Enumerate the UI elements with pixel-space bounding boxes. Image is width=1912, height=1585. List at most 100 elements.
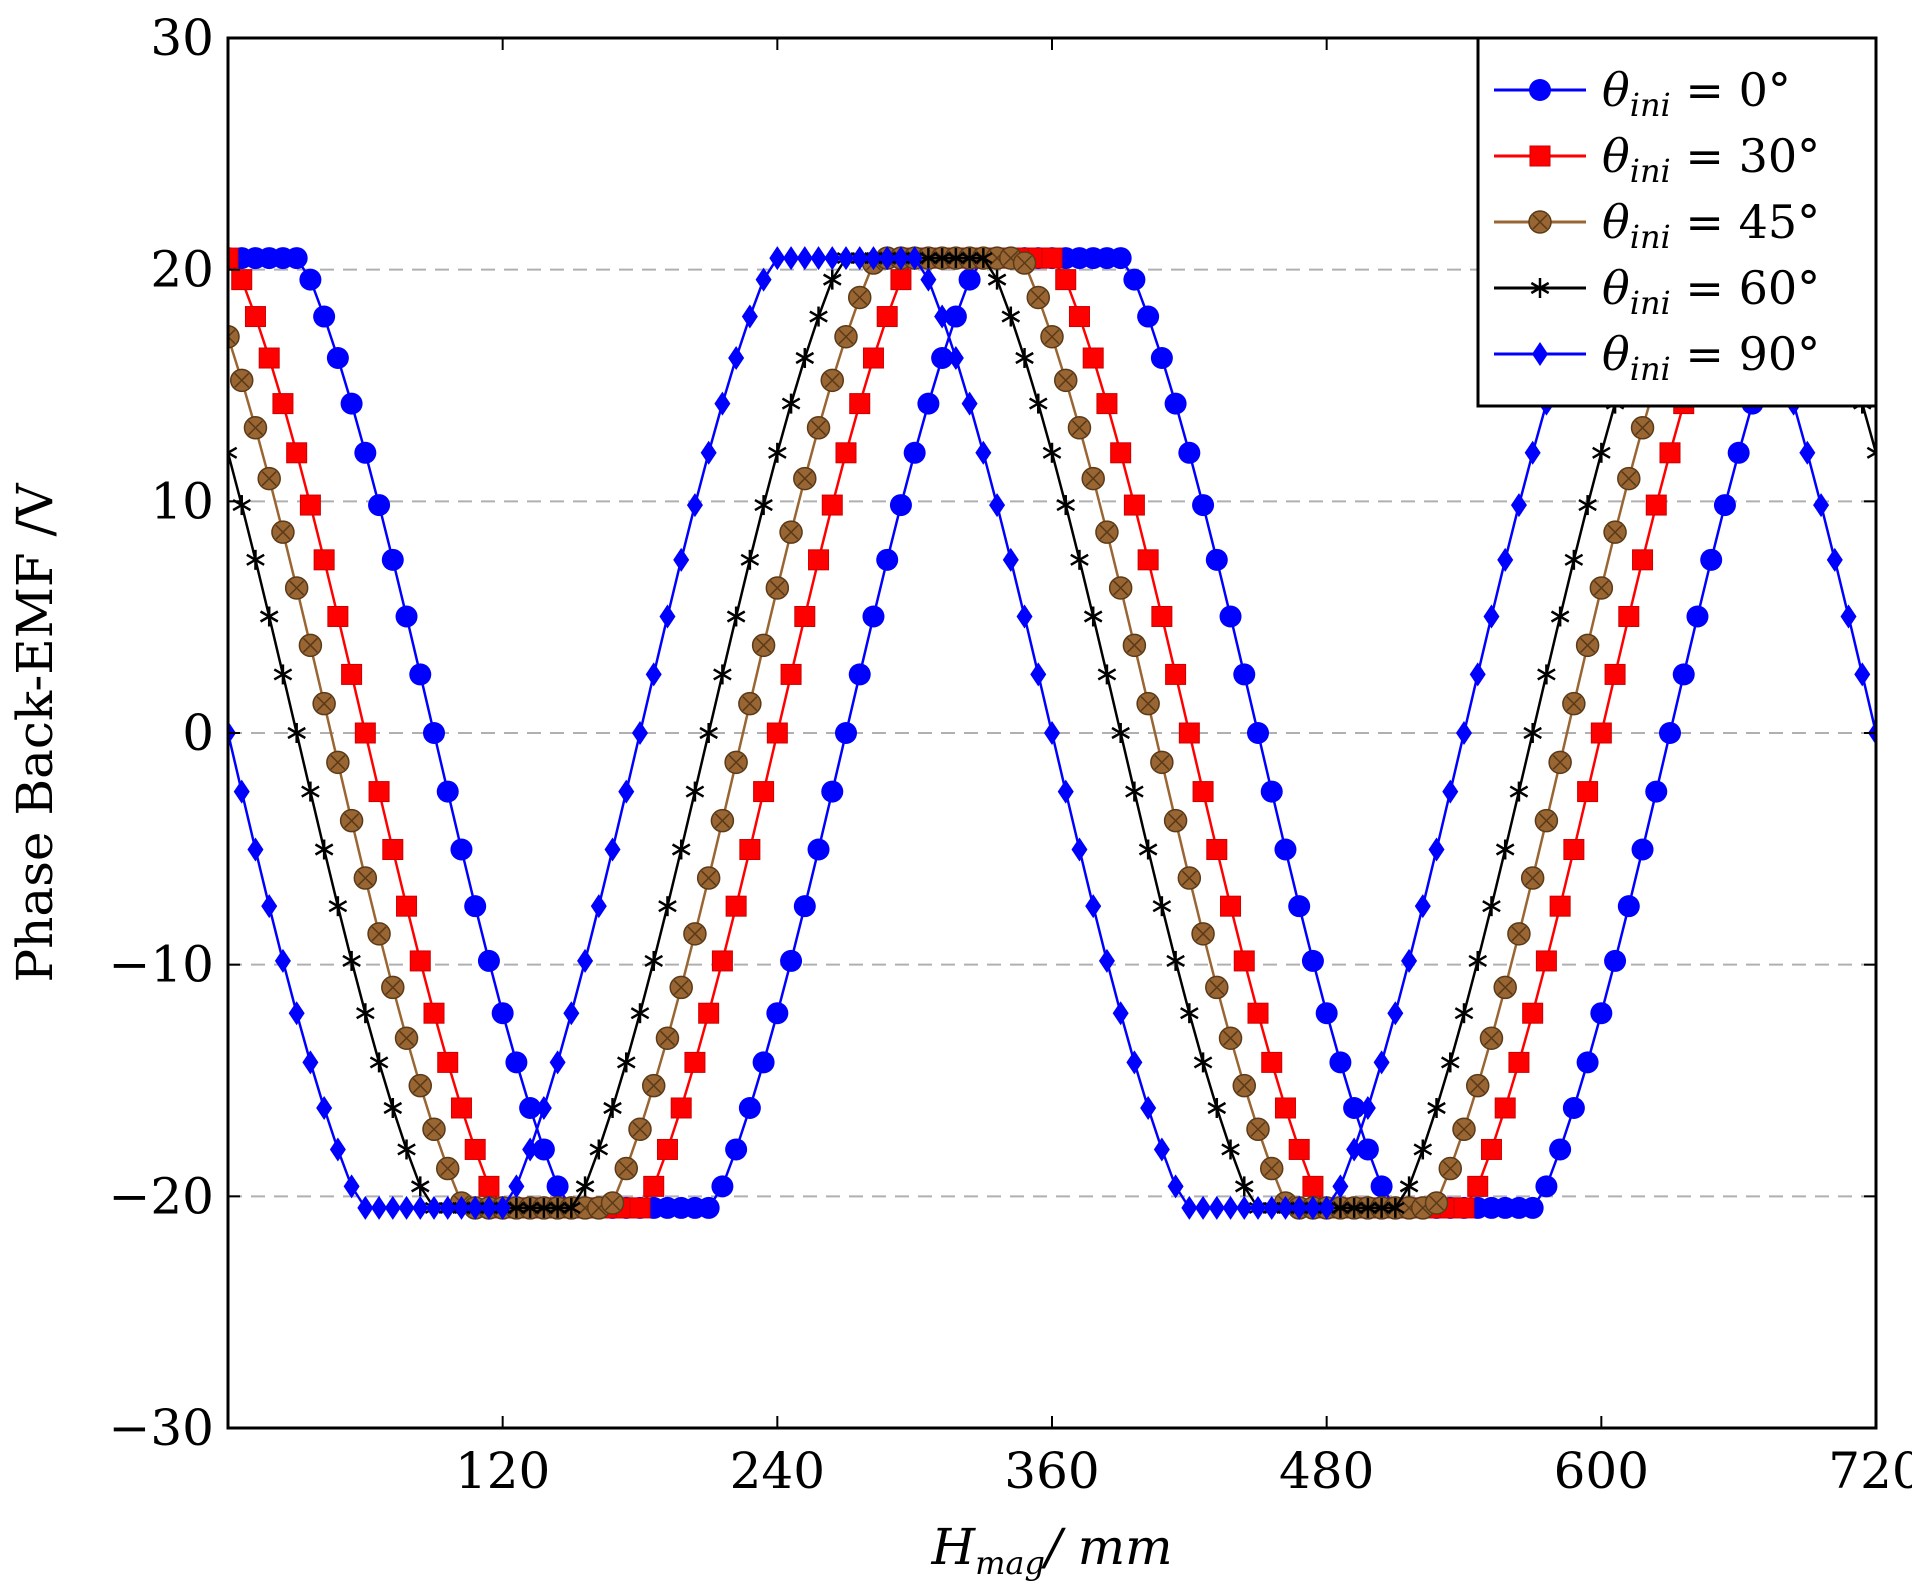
star-stroke: [328, 900, 348, 913]
data-point: [397, 1139, 416, 1160]
data-point: [409, 950, 431, 972]
otimes-cross: [261, 471, 277, 487]
data-point: [1233, 950, 1255, 972]
data-point: [288, 1001, 305, 1026]
data-point: [535, 1095, 552, 1120]
data-point: [947, 346, 964, 371]
star-stroke: [1578, 498, 1597, 512]
data-point: [1578, 495, 1597, 516]
data-point: [1549, 1138, 1572, 1161]
data-point: [1618, 605, 1640, 627]
data-point: [848, 663, 871, 686]
data-point: [780, 949, 803, 972]
data-point: [641, 1073, 666, 1098]
data-point: [1592, 442, 1611, 463]
legend-label-rest: = 90°: [1671, 327, 1820, 381]
data-point: [1440, 1052, 1460, 1073]
legend-marker: [1530, 278, 1550, 298]
data-point: [435, 1156, 460, 1181]
star-stroke: [1386, 1201, 1405, 1214]
otimes-cross: [632, 1121, 648, 1137]
star-stroke: [1180, 1007, 1199, 1020]
data-point: [546, 1175, 569, 1198]
star-stroke: [1440, 1056, 1460, 1069]
otimes-cross: [289, 580, 305, 596]
data-point: [426, 1195, 442, 1220]
data-point: [1866, 442, 1876, 463]
star-stroke: [1530, 281, 1550, 295]
data-point: [862, 347, 884, 369]
data-point: [889, 494, 912, 517]
data-point: [1288, 1138, 1310, 1160]
data-point: [794, 605, 816, 627]
data-point: [696, 866, 721, 890]
star-stroke: [1056, 498, 1076, 512]
data-point: [343, 1174, 360, 1199]
star-stroke: [383, 1101, 403, 1115]
otimes-cross: [440, 1160, 456, 1177]
data-point: [273, 664, 293, 685]
star-stroke: [1550, 610, 1570, 623]
data-point: [1109, 247, 1132, 270]
otimes-cross: [659, 1030, 675, 1046]
data-point: [1207, 1097, 1227, 1118]
data-point: [824, 246, 841, 271]
otimes-cross: [371, 926, 387, 942]
data-point: [1150, 750, 1174, 775]
data-point: [1343, 1096, 1366, 1119]
data-point: [740, 549, 760, 570]
data-point: [697, 1196, 720, 1219]
data-point: [808, 549, 830, 571]
data-point: [287, 723, 306, 743]
data-point: [1178, 441, 1201, 464]
data-point: [1208, 1195, 1225, 1220]
otimes-cross: [673, 979, 689, 995]
data-point: [1096, 393, 1118, 415]
data-point: [354, 722, 376, 744]
data-point: [299, 268, 322, 291]
data-point: [669, 975, 693, 1000]
data-point: [1041, 247, 1063, 269]
data-point: [1467, 1175, 1489, 1197]
data-point: [1123, 268, 1146, 291]
data-point: [1452, 1117, 1476, 1142]
data-point: [1497, 547, 1514, 572]
otimes-cross: [1635, 420, 1651, 436]
otimes-cross: [797, 471, 813, 487]
data-point: [752, 1051, 775, 1074]
data-point: [1604, 663, 1626, 685]
data-point: [1082, 347, 1104, 369]
star-stroke: [273, 668, 293, 681]
data-point: [835, 722, 857, 744]
data-point: [1233, 663, 1256, 686]
data-point: [478, 1175, 500, 1197]
star-stroke: [726, 610, 746, 623]
data-point: [1454, 1003, 1474, 1024]
data-point: [809, 306, 828, 327]
data-point: [328, 896, 348, 917]
data-point: [1576, 1051, 1599, 1074]
data-point: [450, 838, 473, 861]
data-point: [1520, 866, 1545, 890]
legend-label-main: θ: [1602, 327, 1630, 381]
data-point: [1030, 662, 1047, 687]
data-point: [1081, 466, 1105, 491]
data-point: [1261, 1051, 1283, 1073]
data-point: [1151, 605, 1173, 627]
y-tick-label: −20: [108, 1167, 214, 1225]
data-point: [890, 269, 912, 291]
star-stroke: [1234, 1180, 1254, 1193]
otimes-cross: [605, 1195, 621, 1211]
data-point: [1563, 839, 1585, 861]
data-point: [1456, 721, 1472, 745]
y-tick-label: 0: [182, 704, 214, 762]
data-point: [259, 606, 279, 627]
data-point: [658, 896, 677, 917]
data-point: [247, 837, 264, 862]
data-point: [1386, 1197, 1405, 1218]
star-stroke: [1001, 310, 1021, 323]
data-point: [655, 1026, 680, 1050]
data-point: [590, 894, 607, 919]
data-point: [1044, 721, 1060, 745]
data-point: [1590, 722, 1612, 744]
